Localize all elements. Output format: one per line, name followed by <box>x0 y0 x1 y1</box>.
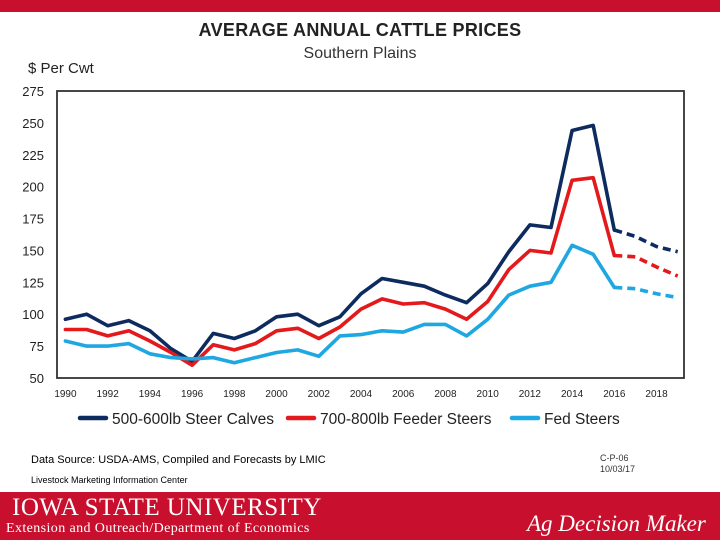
x-tick-label: 2004 <box>350 389 373 400</box>
y-tick-label: 125 <box>22 275 44 290</box>
x-tick-label: 1998 <box>223 389 246 400</box>
x-tick-label: 2014 <box>561 389 584 400</box>
x-tick-label: 2012 <box>519 389 542 400</box>
y-tick-label: 100 <box>22 307 44 322</box>
x-tick-label: 2006 <box>392 389 415 400</box>
y-tick-label: 175 <box>22 212 44 227</box>
x-tick-label: 2016 <box>603 389 626 400</box>
y-axis-label: $ Per Cwt <box>28 60 94 77</box>
x-tick-label: 2002 <box>308 389 331 400</box>
x-tick-label: 2018 <box>645 389 668 400</box>
department-name: Extension and Outreach/Department of Eco… <box>6 521 310 536</box>
series-line-1 <box>63 175 617 368</box>
series-line-0 <box>63 123 617 364</box>
x-tick-label: 1990 <box>54 389 77 400</box>
university-wordmark[interactable]: IOWA STATE UNIVERSITY <box>12 494 322 521</box>
chart-title: AVERAGE ANNUAL CATTLE PRICES <box>198 20 522 40</box>
legend-label-1: 700-800lb Feeder Steers <box>320 411 492 428</box>
plot-frame <box>56 90 685 379</box>
x-tick-label: 1994 <box>139 389 162 400</box>
x-tick-label: 2008 <box>434 389 457 400</box>
ag-decision-maker-logo[interactable]: Ag Decision Maker <box>527 511 706 536</box>
top-accent-bar <box>0 0 720 12</box>
chart-code-id: C-P-06 <box>600 453 629 463</box>
x-tick-label: 2000 <box>265 389 288 400</box>
x-tick-label: 1992 <box>97 389 120 400</box>
y-tick-label: 250 <box>22 116 44 131</box>
forecast-line-0 <box>613 228 679 254</box>
forecast-line-2 <box>614 285 679 300</box>
legend-label-0: 500-600lb Steer Calves <box>112 411 274 428</box>
legend-label-2: Fed Steers <box>544 411 620 428</box>
y-tick-label: 275 <box>22 84 44 99</box>
chart-code: C-P-06 10/03/17 <box>600 453 635 475</box>
chart-code-date: 10/03/17 <box>600 464 636 474</box>
y-tick-label: 50 <box>30 371 44 386</box>
forecast-line-1 <box>614 253 679 278</box>
chart-subtitle: Southern Plains <box>303 45 417 62</box>
y-tick-label: 225 <box>22 148 44 163</box>
y-tick-label: 150 <box>22 243 44 258</box>
y-tick-label: 200 <box>22 180 44 195</box>
data-source-note: Data Source: USDA-AMS, Compiled and Fore… <box>31 454 326 466</box>
x-tick-label: 2010 <box>477 389 500 400</box>
x-tick-label: 1996 <box>181 389 204 400</box>
footer-bar <box>0 492 720 540</box>
series-line-2 <box>63 243 617 365</box>
lmic-credit: Livestock Marketing Information Center <box>31 475 188 485</box>
y-tick-label: 75 <box>30 339 44 354</box>
